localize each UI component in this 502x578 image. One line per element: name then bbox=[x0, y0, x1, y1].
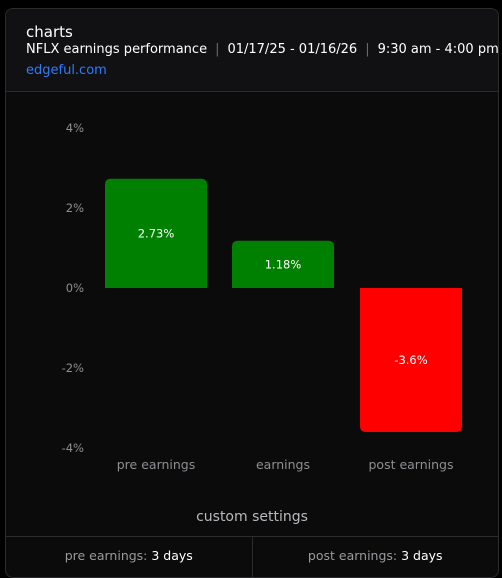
separator: | bbox=[365, 42, 370, 57]
bar-value-label: -3.6% bbox=[394, 353, 427, 367]
subtitle-hours: 9:30 am - 4:00 pm bbox=[377, 42, 499, 57]
subtitle-name: NFLX earnings performance bbox=[26, 42, 208, 57]
bar-chart: 4% 2% 0% -2% -4% 2.73% pre earnings 1.18% earnin… bbox=[62, 121, 462, 472]
bar-pre-earnings[interactable] bbox=[105, 178, 207, 288]
card-header: charts NFLX earnings performance | 01/17/2… bbox=[6, 9, 498, 92]
x-tick-label: post earnings bbox=[368, 457, 453, 472]
post-earnings-value: 3 days bbox=[401, 548, 443, 563]
y-tick-label: -4% bbox=[62, 441, 84, 455]
chart-card: charts NFLX earnings performance | 01/17/2… bbox=[5, 8, 499, 578]
pre-earnings-setting[interactable]: pre earnings: 3 days bbox=[6, 537, 252, 577]
custom-settings-title: custom settings bbox=[196, 509, 308, 525]
bar-value-label: 1.18% bbox=[265, 257, 302, 271]
card-subtitle: NFLX earnings performance | 01/17/25 - 01/… bbox=[26, 42, 499, 57]
bar-earnings[interactable] bbox=[232, 240, 334, 288]
y-tick-label: 2% bbox=[66, 201, 84, 215]
edgeful-link[interactable]: edgeful.com bbox=[26, 63, 107, 78]
x-tick-label: earnings bbox=[256, 457, 310, 472]
y-tick-label: 0% bbox=[66, 281, 84, 295]
x-tick-label: pre earnings bbox=[117, 457, 196, 472]
post-earnings-label: post earnings: bbox=[307, 548, 402, 563]
pre-earnings-label: pre earnings: bbox=[64, 548, 152, 563]
separator: | bbox=[215, 42, 220, 57]
y-tick-label: 4% bbox=[66, 121, 84, 135]
pre-earnings-value: 3 days bbox=[151, 548, 193, 563]
card-title: charts bbox=[26, 23, 73, 41]
subtitle-dates: 01/17/25 - 01/16/26 bbox=[227, 42, 358, 57]
settings-row: pre earnings: 3 days post earnings: 3 da… bbox=[6, 536, 498, 577]
bar-value-label: 2.73% bbox=[138, 226, 175, 240]
post-earnings-setting[interactable]: post earnings: 3 days bbox=[251, 537, 499, 577]
y-tick-label: -2% bbox=[62, 361, 84, 375]
bar-post-earnings[interactable] bbox=[360, 288, 462, 432]
